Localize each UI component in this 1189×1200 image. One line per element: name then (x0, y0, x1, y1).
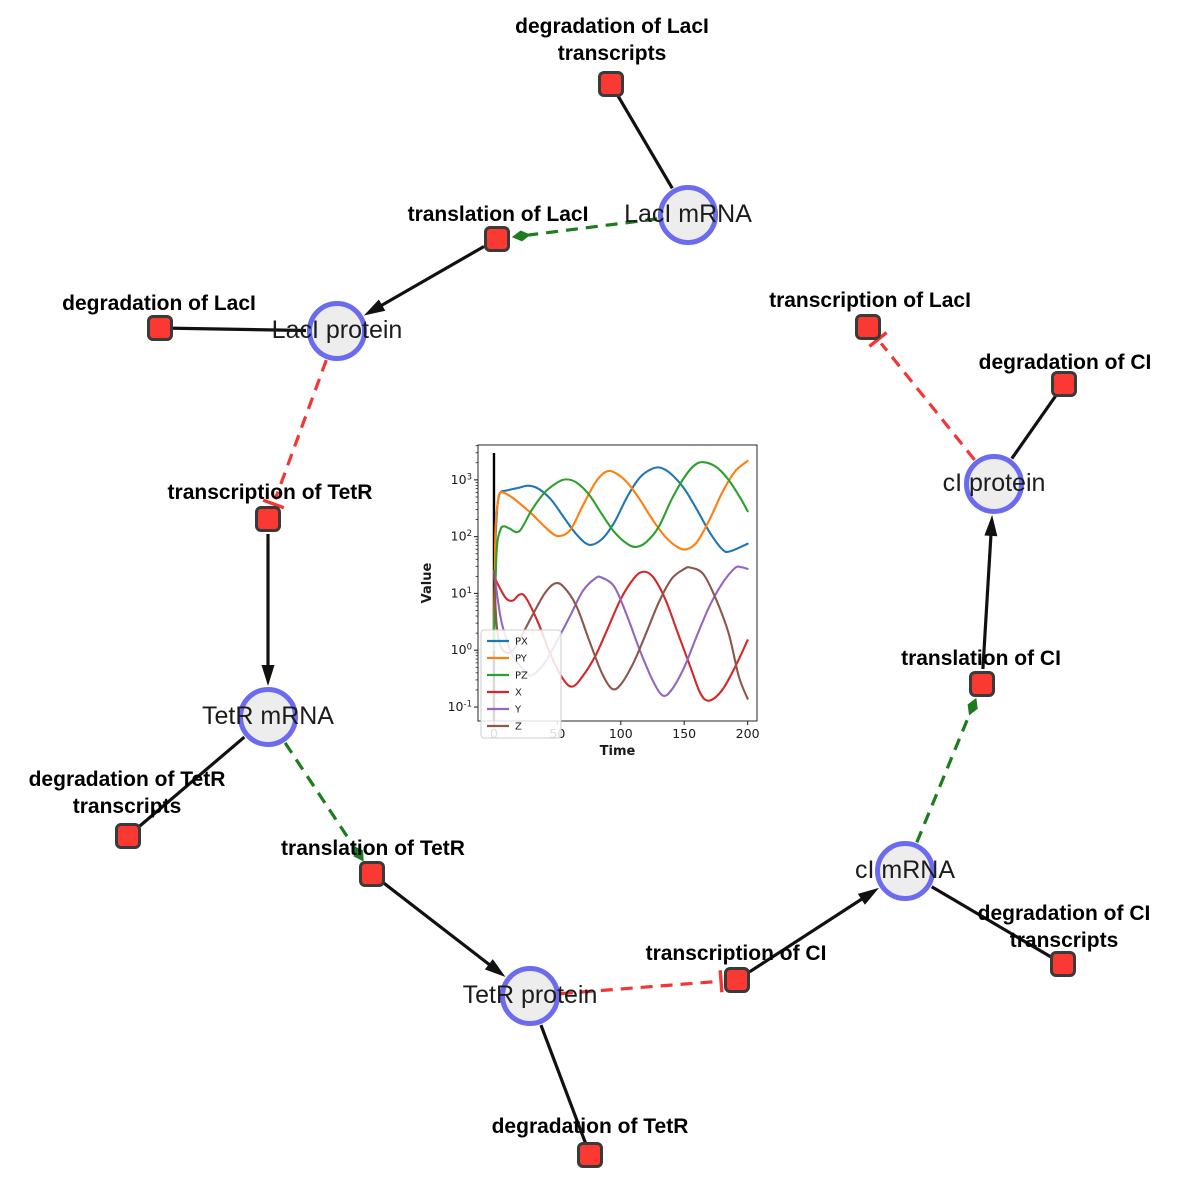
edge-production-transl_ci-ci_protein (981, 514, 998, 670)
edge-modifier-laci_mrna-transl_laci (511, 217, 658, 242)
reaction-label-tx_ci: transcription of CI (645, 942, 827, 965)
edge-consumption-tetr_protein-deg_tetr (539, 1024, 592, 1156)
chart-legend: PX PY PZ XYZ (480, 629, 562, 739)
reaction-label-deg_ci_tx: degradation of CI transcripts (977, 902, 1151, 952)
y-axis-title: Value (420, 562, 435, 603)
reaction-node-tx_ci[interactable] (724, 967, 750, 993)
series-PY (492, 459, 749, 652)
reaction-label-transl_laci: translation of LacI (407, 203, 589, 226)
svg-text:150: 150 (672, 726, 696, 741)
reaction-label-deg_laci_tx: degradation of LacI transcripts (515, 15, 709, 65)
chart-svg: 05010015020010-1100101102103TimeValuePXP… (420, 444, 760, 759)
legend-label-PY: PY (515, 654, 528, 665)
reaction-label-deg_ci: degradation of CI (978, 351, 1152, 374)
series-PZ (492, 461, 749, 652)
species-node-tetr_protein[interactable] (500, 966, 560, 1026)
species-node-laci_protein[interactable] (307, 301, 367, 361)
reaction-node-deg_laci_tx[interactable] (598, 71, 624, 97)
svg-text:102: 102 (451, 529, 472, 544)
edge-production-transl_tetr-tetr_protein (382, 881, 506, 978)
reaction-label-transl_ci: translation of CI (901, 647, 1061, 670)
reaction-node-deg_tetr[interactable] (577, 1142, 603, 1168)
chart-series (492, 459, 749, 702)
edge-consumption-tetr_mrna-deg_tetr_tx (126, 735, 246, 838)
reaction-node-deg_laci[interactable] (147, 315, 173, 341)
edge-production-tx_ci-ci_mrna (748, 887, 879, 974)
reaction-label-deg_laci: degradation of LacI (62, 292, 256, 315)
species-label-laci_mrna: LacI mRNA (624, 199, 752, 228)
reaction-node-deg_tetr_tx[interactable] (115, 823, 141, 849)
legend-label-Y: Y (514, 705, 522, 716)
species-node-tetr_mrna[interactable] (238, 687, 298, 747)
species-label-laci_protein: LacI protein (271, 315, 403, 344)
reaction-node-transl_laci[interactable] (484, 226, 510, 252)
edge-consumption-ci_mrna-deg_ci_tx (930, 885, 1064, 966)
reaction-node-deg_ci[interactable] (1051, 371, 1077, 397)
legend-label-X: X (515, 688, 522, 699)
edge-consumption-laci_mrna-deg_laci_tx (609, 83, 674, 190)
x-axis-title: Time (600, 744, 636, 759)
svg-text:101: 101 (451, 585, 472, 600)
reaction-label-deg_tetr: degradation of TetR (491, 1115, 689, 1138)
svg-text:100: 100 (609, 726, 633, 741)
svg-text:100: 100 (451, 642, 472, 657)
reaction-node-deg_ci_tx[interactable] (1050, 951, 1076, 977)
species-label-tetr_protein: TetR protein (462, 980, 598, 1009)
species-label-tetr_mrna: TetR mRNA (202, 701, 334, 730)
species-node-ci_protein[interactable] (964, 454, 1024, 514)
species-node-laci_mrna[interactable] (658, 185, 718, 245)
edge-modifier-tetr_mrna-transl_tetr (283, 741, 364, 862)
species-node-ci_mrna[interactable] (875, 841, 935, 901)
edge-inhibition-ci_protein-tx_laci (868, 331, 976, 461)
reaction-label-deg_tetr_tx: degradation of TetR transcripts (28, 768, 226, 818)
edge-inhibition-laci_protein-tx_tetr (262, 359, 328, 510)
svg-text:103: 103 (451, 472, 472, 487)
series-X (492, 570, 749, 702)
edge-consumption-laci_protein-deg_laci (159, 326, 307, 333)
edge-production-transl_laci-laci_protein (363, 245, 485, 316)
species-label-ci_mrna: cI mRNA (855, 855, 955, 884)
reaction-node-tx_tetr[interactable] (255, 506, 281, 532)
time-series-inset-chart: 05010015020010-1100101102103TimeValuePXP… (415, 428, 775, 768)
edge-modifier-ci_mrna-transl_ci (915, 697, 978, 843)
edge-inhibition-tetr_protein-tx_ci (560, 970, 724, 996)
species-label-ci_protein: cI protein (942, 468, 1046, 497)
svg-text:10-1: 10-1 (448, 699, 472, 714)
svg-text:200: 200 (736, 726, 760, 741)
legend-label-PX: PX (515, 637, 528, 648)
reaction-node-transl_ci[interactable] (969, 671, 995, 697)
reaction-label-transl_tetr: translation of TetR (281, 837, 465, 860)
reaction-label-tx_laci: transcription of LacI (769, 289, 971, 312)
legend-label-Z: Z (515, 722, 522, 733)
legend-label-PZ: PZ (515, 671, 528, 682)
reaction-label-tx_tetr: transcription of TetR (167, 481, 373, 504)
edge-production-tx_tetr-tetr_mrna (261, 534, 275, 686)
reaction-node-tx_laci[interactable] (855, 314, 881, 340)
reaction-node-transl_tetr[interactable] (359, 861, 385, 887)
